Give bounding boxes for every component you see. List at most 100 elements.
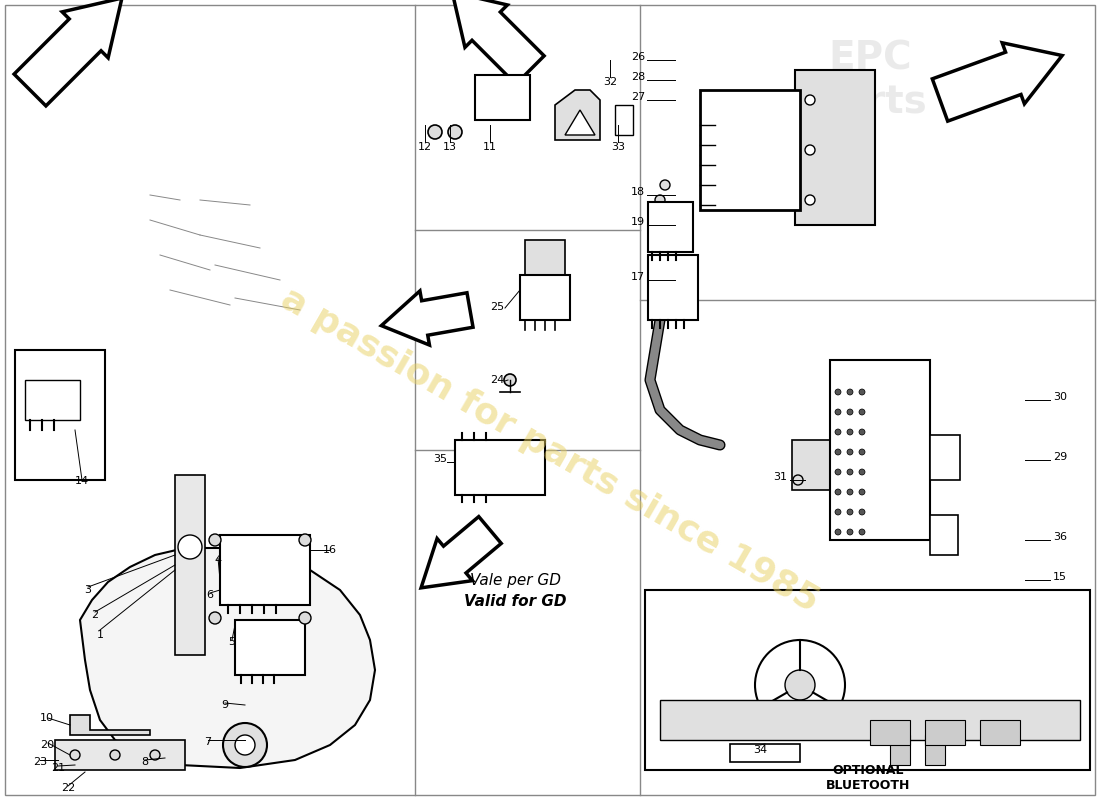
Bar — [930, 435, 960, 480]
Text: 27: 27 — [630, 92, 645, 102]
Circle shape — [847, 529, 852, 535]
Polygon shape — [556, 90, 600, 140]
Bar — [890, 735, 910, 765]
Bar — [455, 440, 544, 495]
Circle shape — [847, 389, 852, 395]
Text: 21: 21 — [51, 763, 65, 773]
Bar — [25, 380, 80, 420]
Circle shape — [299, 612, 311, 624]
Bar — [660, 700, 1080, 740]
Bar — [930, 515, 958, 555]
Circle shape — [504, 374, 516, 386]
Text: 11: 11 — [483, 142, 497, 152]
Text: 23: 23 — [33, 757, 47, 767]
Text: 34: 34 — [752, 745, 767, 755]
Circle shape — [209, 612, 221, 624]
Text: 13: 13 — [443, 142, 456, 152]
Circle shape — [835, 529, 842, 535]
Circle shape — [835, 449, 842, 455]
Text: 33: 33 — [610, 142, 625, 152]
Text: 31: 31 — [773, 472, 786, 482]
Text: 9: 9 — [221, 700, 229, 710]
Text: 15: 15 — [1053, 572, 1067, 582]
Circle shape — [805, 145, 815, 155]
Bar — [795, 70, 874, 225]
Bar — [475, 75, 530, 120]
Circle shape — [859, 529, 865, 535]
Circle shape — [859, 389, 865, 395]
Circle shape — [859, 509, 865, 515]
Text: 12: 12 — [418, 142, 432, 152]
Text: 2: 2 — [91, 610, 99, 620]
Circle shape — [859, 409, 865, 415]
Circle shape — [70, 750, 80, 760]
Bar — [700, 90, 800, 210]
Circle shape — [835, 389, 842, 395]
Bar — [870, 720, 910, 745]
Bar — [525, 240, 565, 300]
Bar — [220, 535, 310, 605]
Text: 8: 8 — [142, 757, 148, 767]
Text: 5: 5 — [229, 637, 235, 647]
Polygon shape — [70, 715, 150, 735]
Text: 25: 25 — [490, 302, 504, 312]
Circle shape — [835, 489, 842, 495]
Bar — [980, 720, 1020, 745]
Text: 24: 24 — [490, 375, 504, 385]
Bar — [830, 360, 930, 540]
Text: EPC
parts: EPC parts — [813, 39, 927, 121]
Circle shape — [428, 125, 442, 139]
Circle shape — [847, 429, 852, 435]
Text: 19: 19 — [631, 217, 645, 227]
Text: 3: 3 — [85, 585, 91, 595]
Text: 6: 6 — [207, 590, 213, 600]
Bar — [645, 590, 1090, 770]
Text: 4: 4 — [214, 555, 221, 565]
Text: 26: 26 — [631, 52, 645, 62]
Circle shape — [835, 509, 842, 515]
Circle shape — [299, 534, 311, 546]
Bar — [925, 735, 945, 765]
Circle shape — [785, 670, 815, 700]
Bar — [235, 620, 305, 675]
Text: a passion for parts since 1985: a passion for parts since 1985 — [275, 282, 825, 618]
Circle shape — [835, 429, 842, 435]
Circle shape — [660, 180, 670, 190]
Bar — [175, 475, 205, 655]
Circle shape — [654, 195, 666, 205]
Text: 29: 29 — [1053, 452, 1067, 462]
Circle shape — [859, 489, 865, 495]
Circle shape — [847, 469, 852, 475]
Text: 18: 18 — [631, 187, 645, 197]
Text: 22: 22 — [60, 783, 75, 793]
Text: 1: 1 — [97, 630, 103, 640]
Text: 30: 30 — [1053, 392, 1067, 402]
Circle shape — [847, 509, 852, 515]
Circle shape — [793, 475, 803, 485]
Circle shape — [110, 750, 120, 760]
Text: Valid for GD: Valid for GD — [464, 594, 566, 610]
Circle shape — [847, 409, 852, 415]
Polygon shape — [14, 0, 122, 106]
Circle shape — [859, 469, 865, 475]
Text: 20: 20 — [40, 740, 54, 750]
Polygon shape — [421, 517, 502, 588]
Text: 10: 10 — [40, 713, 54, 723]
Polygon shape — [565, 110, 595, 135]
Bar — [925, 720, 965, 745]
Bar — [648, 202, 693, 252]
Bar — [648, 255, 698, 320]
Polygon shape — [382, 291, 473, 345]
Bar — [615, 105, 632, 135]
Text: 16: 16 — [323, 545, 337, 555]
Bar — [792, 440, 830, 490]
Circle shape — [178, 535, 202, 559]
Polygon shape — [933, 42, 1063, 121]
Circle shape — [235, 735, 255, 755]
Bar — [520, 275, 570, 320]
Bar — [15, 350, 105, 480]
Bar — [730, 744, 800, 762]
Circle shape — [859, 449, 865, 455]
Text: 32: 32 — [603, 77, 617, 87]
Circle shape — [847, 489, 852, 495]
